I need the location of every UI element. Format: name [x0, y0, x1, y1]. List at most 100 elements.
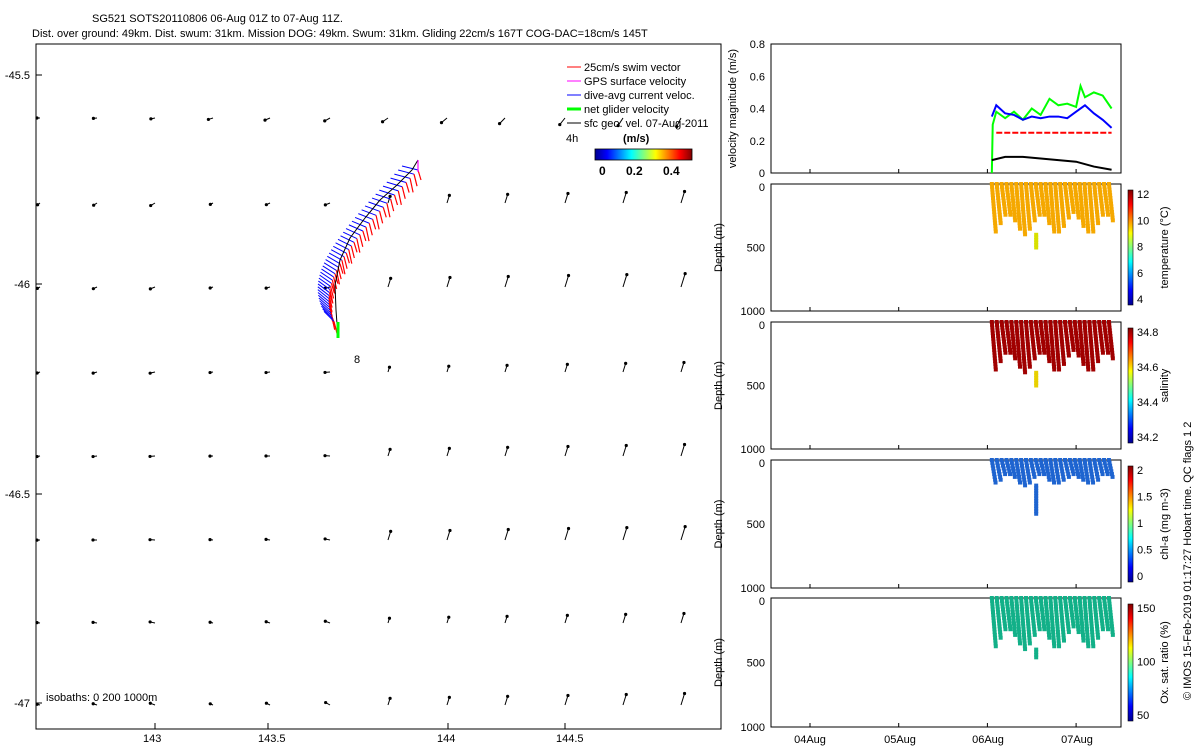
- panel-3-point-182: [1105, 472, 1110, 477]
- panel-3-dip-194: [1034, 493, 1039, 498]
- sfc-arrow-head-93: [506, 694, 510, 699]
- figure-subtitle: Dist. over ground: 49km. Dist. swum: 31k…: [32, 28, 648, 40]
- panel-1-point-271: [1078, 195, 1083, 200]
- panel-2-point-370: [1110, 356, 1115, 361]
- panel-4-point-22: [995, 607, 1000, 612]
- panel-3-dip-190: [1034, 483, 1039, 488]
- swim-vector-13: [368, 223, 373, 236]
- panel-2-point-176: [1047, 359, 1052, 364]
- panel-1-point-49: [1005, 193, 1010, 198]
- panel-4-point-286: [1083, 607, 1088, 612]
- swim-vector-3: [405, 182, 410, 193]
- panel-4-point-179: [1048, 601, 1053, 606]
- panel-3-point-10: [995, 460, 1000, 465]
- panel-1-point-194: [1052, 229, 1057, 234]
- panel-4-point-180: [1049, 604, 1054, 609]
- panel-3-point-106: [1055, 474, 1060, 479]
- panel-4-point-176: [1047, 635, 1052, 640]
- panel-3-point-54: [1023, 483, 1028, 488]
- panel-3-point-144: [1081, 477, 1086, 482]
- panel-1-point-137: [1032, 218, 1037, 223]
- panel-3-point-149: [1084, 469, 1089, 474]
- panel-1-point-87: [1018, 226, 1023, 231]
- panel-3-point-104: [1055, 469, 1060, 474]
- panel-4-point-24: [996, 613, 1001, 618]
- dac-vector-30: [319, 274, 332, 284]
- panel-0-ytick-0: 0.8: [750, 39, 765, 51]
- panel-1-point-183: [1049, 198, 1054, 203]
- sfc-arrow-head-38: [91, 371, 95, 375]
- panel-2-point-239: [1066, 347, 1071, 352]
- panel-4-point-166: [1044, 607, 1049, 612]
- sfc-arrow-head-10: [558, 122, 562, 127]
- panel-1-point-334: [1097, 184, 1102, 189]
- panel-4-point-107: [1023, 596, 1028, 600]
- panel-2-point-86: [1017, 361, 1022, 366]
- panel-2-point-177: [1048, 320, 1053, 324]
- sfc-arrow-head-60: [682, 442, 687, 447]
- panel-1-point-311: [1089, 212, 1094, 217]
- sfc-arrow-head-73: [35, 621, 39, 625]
- panel-2-point-251: [1071, 345, 1076, 350]
- panel-1-point-272: [1079, 198, 1084, 203]
- panel-4-point-200: [1054, 610, 1059, 615]
- panel-3-point-73: [1035, 463, 1040, 468]
- panel-1-point-363: [1108, 198, 1113, 203]
- panel-4-point-211: [1056, 641, 1061, 646]
- panel-4-point-300: [1087, 596, 1092, 600]
- panel-2-point-16: [993, 364, 998, 369]
- panel-1-point-154: [1039, 193, 1044, 198]
- panel-1-point-80: [1016, 207, 1021, 212]
- panel-2-point-290: [1084, 342, 1089, 347]
- panel-1-point-343: [1100, 209, 1105, 214]
- panel-4-point-128: [1030, 607, 1035, 612]
- panel-3-point-4: [991, 469, 996, 474]
- panel-3-point-19: [1000, 463, 1005, 468]
- panel-1-point-164: [1044, 187, 1049, 192]
- panel-1-point-265: [1076, 215, 1081, 220]
- panel-2-point-206: [1055, 350, 1060, 355]
- panel-4-point-173: [1046, 627, 1051, 632]
- panel-3-point-33: [1011, 469, 1016, 474]
- panel-1-point-126: [1029, 187, 1034, 192]
- sfc-arrow-59: [680, 444, 686, 457]
- panel-4-point-32: [998, 635, 1003, 640]
- panel-4-ytick-0: 0: [759, 596, 765, 608]
- panel-4-point-327: [1094, 621, 1099, 626]
- panel-2-point-169: [1045, 339, 1050, 344]
- panel-4-point-77: [1015, 613, 1020, 618]
- panel-4-point-172: [1046, 624, 1051, 629]
- panel-2-cbar-tick-2: 34.4: [1137, 397, 1158, 409]
- panel-1-point-73: [1014, 187, 1019, 192]
- panel-3-point-119: [1064, 463, 1069, 468]
- panel-3-point-111: [1059, 463, 1064, 468]
- panel-1-point-161: [1042, 212, 1047, 217]
- panel-4-point-182: [1049, 610, 1054, 615]
- panel-4-point-11: [992, 627, 997, 632]
- sfc-arrow-head-12: [675, 124, 679, 129]
- panel-2-point-346: [1102, 322, 1107, 327]
- panel-1-point-205: [1055, 209, 1060, 214]
- panel-4-point-280: [1081, 635, 1086, 640]
- panel-4-point-331: [1095, 632, 1100, 637]
- panel-2-point-215: [1058, 325, 1063, 330]
- panel-2-point-327: [1094, 345, 1099, 350]
- panel-2-point-287: [1083, 333, 1088, 338]
- panel-1-point-295: [1085, 218, 1090, 223]
- panel-3-point-130: [1072, 458, 1077, 462]
- panel-2-point-85: [1017, 359, 1022, 364]
- panel-2-point-178: [1048, 322, 1053, 327]
- panel-1-point-125: [1029, 184, 1034, 189]
- panel-4-point-335: [1097, 601, 1102, 606]
- panel-0: velocity magnitude (m/s)0.80.60.40.20: [727, 39, 1122, 180]
- panel-1-point-98: [1021, 209, 1026, 214]
- panel-1-point-206: [1055, 212, 1060, 217]
- panel-4-point-265: [1076, 630, 1081, 635]
- panel-4-point-312: [1090, 630, 1095, 635]
- panel-3-point-121: [1065, 469, 1070, 474]
- panel-2-ytick-1: 500: [747, 381, 765, 393]
- panel-2-point-195: [1053, 320, 1058, 324]
- panel-2-point-161: [1042, 350, 1047, 355]
- dac-vector-23: [328, 252, 343, 261]
- panel-4-point-224: [1060, 627, 1065, 632]
